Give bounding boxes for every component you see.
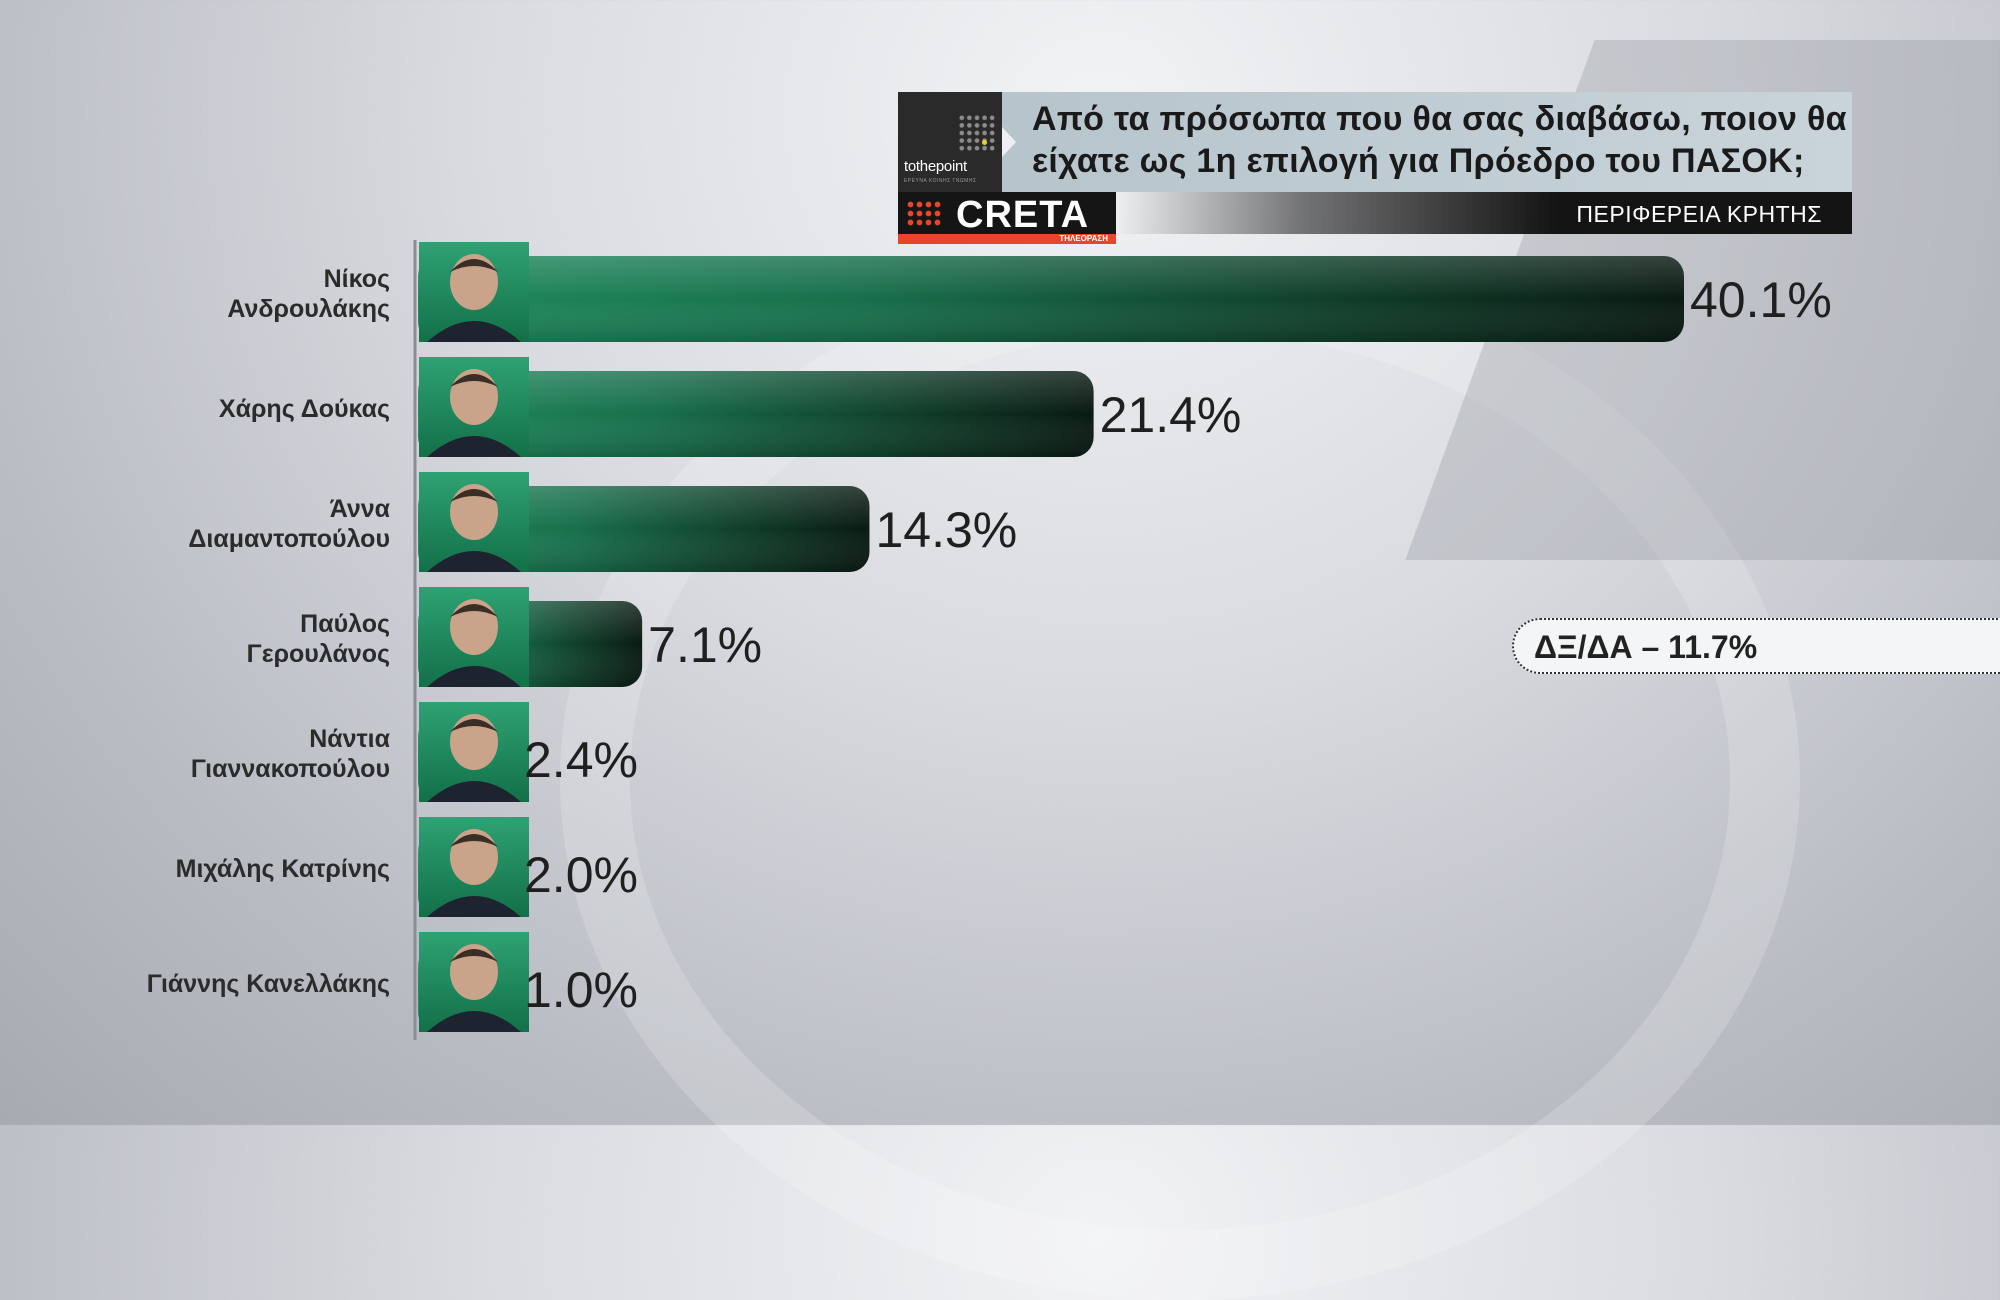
candidate-photo-head bbox=[450, 829, 498, 885]
margin-of-error-badge: ΔΞ/ΔΑ – 11.7% bbox=[1512, 618, 2000, 674]
candidate-name: Παύλος bbox=[300, 610, 390, 638]
candidate-photo-head bbox=[450, 369, 498, 425]
logo-text: tothepoint bbox=[904, 158, 967, 175]
bar-row: Γιάννης Κανελλάκης 1.0% bbox=[147, 932, 638, 1032]
value-label: 2.0% bbox=[524, 847, 638, 903]
value-label: 21.4% bbox=[1100, 387, 1242, 443]
value-label: 1.0% bbox=[524, 962, 638, 1018]
poll-header: tothepoint ΕΡΕΥΝΑ ΚΟΙΝΗΣ ΓΝΩΜΗΣ Από τα π… bbox=[898, 92, 1852, 244]
candidate-photo-hair bbox=[450, 259, 498, 272]
region-label: ΠΕΡΙΦΕΡΕΙΑ ΚΡΗΤΗΣ bbox=[1576, 201, 1822, 227]
candidate-name: Ανδρουλάκης bbox=[227, 295, 390, 323]
bar-shine bbox=[418, 256, 1684, 342]
candidate-photo-head bbox=[450, 944, 498, 1000]
candidate-photo-body bbox=[427, 666, 521, 687]
candidate-name: Γιάννης Κανελλάκης bbox=[147, 970, 390, 998]
candidate-photo-hair bbox=[450, 374, 498, 387]
value-label: 40.1% bbox=[1690, 272, 1832, 328]
candidate-name: Μιχάλης Κατρίνης bbox=[176, 855, 390, 883]
tothepoint-logo: tothepoint ΕΡΕΥΝΑ ΚΟΙΝΗΣ ΓΝΩΜΗΣ bbox=[898, 92, 1002, 192]
candidate-photo-body bbox=[427, 781, 521, 802]
candidate-photo-body bbox=[427, 896, 521, 917]
candidate-photo-head bbox=[450, 599, 498, 655]
margin-of-error-text: ΔΞ/ΔΑ – 11.7% bbox=[1534, 629, 1758, 665]
candidate-photo-body bbox=[427, 321, 521, 342]
candidate-photo-hair bbox=[450, 489, 498, 502]
candidate-name: Νάντια bbox=[309, 725, 390, 753]
creta-bar bbox=[898, 234, 1116, 244]
question-box: Από τα πρόσωπα που θα σας διαβάσω, ποιον… bbox=[1002, 92, 1852, 192]
creta-wordmark: CRETA bbox=[956, 194, 1090, 236]
candidate-photo-head bbox=[450, 714, 498, 770]
candidate-photo-hair bbox=[450, 834, 498, 847]
candidate-photo-body bbox=[427, 551, 521, 572]
candidate-photo-hair bbox=[450, 719, 498, 732]
logo-subtext: ΕΡΕΥΝΑ ΚΟΙΝΗΣ ΓΝΩΜΗΣ bbox=[904, 178, 977, 184]
creta-subtitle: ΤΗΛΕΟΡΑΣΗ bbox=[1059, 234, 1108, 243]
bar-row: Χάρης Δούκας 21.4% bbox=[219, 357, 1241, 457]
logo-dots-icon bbox=[958, 114, 996, 152]
candidate-photo-body bbox=[427, 436, 521, 457]
candidate-name: Γερουλάνος bbox=[247, 640, 390, 668]
value-label: 2.4% bbox=[524, 732, 638, 788]
value-label: 14.3% bbox=[875, 502, 1017, 558]
candidate-name: Νίκος bbox=[324, 265, 390, 293]
candidate-photo-head bbox=[450, 484, 498, 540]
logo-accent-dot bbox=[982, 140, 987, 145]
candidate-name: Άννα bbox=[330, 495, 391, 523]
question-line-2: είχατε ως 1η επιλογή για Πρόεδρο του ΠΑΣ… bbox=[1032, 142, 1805, 180]
creta-logo: CRETA ΤΗΛΕΟΡΑΣΗ bbox=[898, 192, 1116, 244]
candidate-name: Χάρης Δούκας bbox=[219, 395, 390, 423]
bar-row: Μιχάλης Κατρίνης 2.0% bbox=[176, 817, 638, 917]
candidate-photo-hair bbox=[450, 604, 498, 617]
creta-grid-icon bbox=[906, 200, 942, 228]
candidate-name: Διαμαντοπούλου bbox=[188, 525, 390, 553]
bar-shine bbox=[418, 486, 870, 572]
region-box: ΠΕΡΙΦΕΡΕΙΑ ΚΡΗΤΗΣ bbox=[1116, 192, 1852, 234]
candidate-photo-head bbox=[450, 254, 498, 310]
question-line-1: Από τα πρόσωπα που θα σας διαβάσω, ποιον… bbox=[1032, 100, 1847, 138]
value-label: 7.1% bbox=[648, 617, 762, 673]
candidate-name: Γιαννακοπούλου bbox=[191, 755, 390, 783]
candidate-photo-hair bbox=[450, 949, 498, 962]
bar-shine bbox=[418, 371, 1094, 457]
candidate-photo-body bbox=[427, 1011, 521, 1032]
